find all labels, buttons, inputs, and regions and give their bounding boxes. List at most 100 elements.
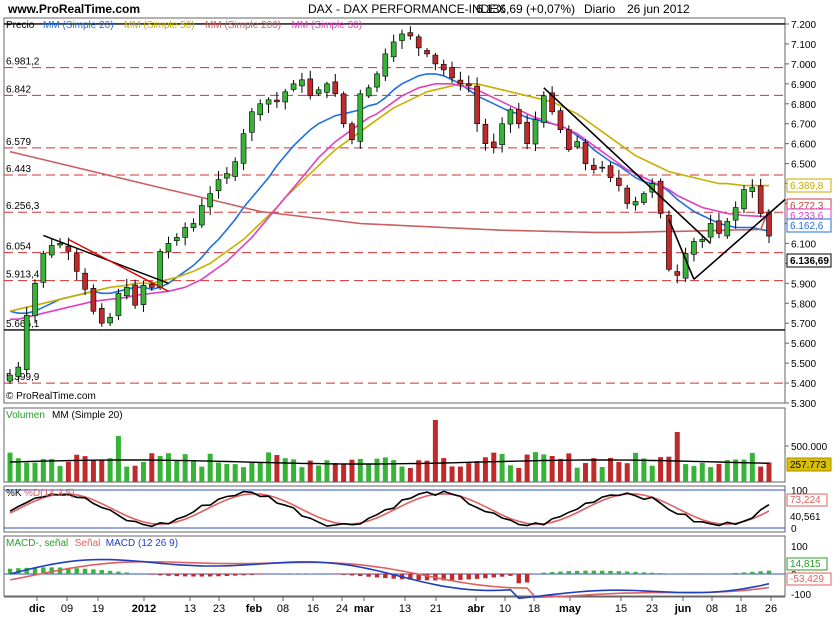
candle [98,303,105,327]
x-tick-label: 24 [336,603,348,615]
x-tick-label: 19 [92,603,104,615]
candle-body [349,123,355,140]
support-resistance-levels: 6.981,2 6.842 6.579 6.443 6.256,3 6.054 5.913,… [4,23,785,384]
macd-histogram-bar [149,574,154,575]
candle-body [699,239,706,242]
candle [691,237,697,262]
candle-body [299,79,305,87]
macd-line [9,558,770,600]
volume-bar [124,466,130,482]
volume-bar [257,462,263,482]
candle-body [65,245,72,252]
stoch-d-line [9,492,770,526]
volume-bar [541,454,547,482]
level-label: 6.981,2 [6,57,40,68]
candle [90,284,97,315]
volume-bar [282,458,288,482]
volume-bar [608,457,614,482]
candle [374,71,380,92]
macd-histogram-bar [758,571,763,574]
candle [232,157,238,181]
volume-bar [666,456,672,482]
level-label: 5.399,9 [6,372,40,383]
x-tick-label: abr [467,603,485,615]
macd-histogram-bar [82,568,88,574]
level-label: 6.054 [6,242,31,253]
price-tick-label: 6.100 [791,239,816,250]
candle [432,52,439,71]
candle-body [474,85,480,125]
legend-entry: MM (Simple 200) [205,20,281,31]
volume-bars [7,420,772,482]
volume-bar [407,467,413,482]
candle [724,218,731,239]
macd-histogram-bar [458,574,463,580]
x-tick-label: feb [246,603,263,615]
candle [749,179,756,198]
price-tick-label: 5.800 [791,299,816,310]
candle [282,88,289,110]
macd-axis-label: 100 [791,542,808,553]
candle-body [40,253,47,283]
candle-body [190,223,197,229]
price-tick-label: 6.900 [791,80,816,91]
macd-histogram-bar [341,574,346,575]
candle-body [432,54,439,65]
candle [674,264,681,284]
site-url[interactable]: www.ProRealTime.com [8,2,141,16]
ma-line [9,150,770,234]
macd-histogram-bar [483,574,488,579]
volume-ma-line [9,459,770,465]
volume-bar [532,452,538,482]
volume-bar [557,458,563,482]
volume-bar [699,462,705,482]
macd-histogram-bar [558,571,563,574]
volume-bar [658,457,664,482]
volume-bar [15,458,21,482]
candle-body [382,53,389,77]
volume-bar [724,460,730,482]
macd-histogram-bar [41,567,46,574]
macd-histogram-bar [741,572,747,574]
x-tick-label: 15 [615,603,627,615]
candle-body [666,214,672,270]
volume-value-box [786,457,832,472]
value-label-box [786,253,832,268]
macd-histogram-bar [658,573,663,574]
macd-histogram-bar [541,572,547,574]
macd-panel-frame [3,535,786,597]
volume-bar [65,461,71,482]
candle [490,133,497,154]
macd-histogram-bar [583,570,588,574]
level-label: 6.579 [6,137,31,148]
price-tick-label: 6.500 [791,160,816,171]
candle [365,84,372,98]
volume-bar [524,454,530,482]
candle-body [749,187,756,192]
candle-body [541,95,547,123]
candle [324,81,330,99]
candle-body [566,129,572,150]
stoch-d-value: 40,561 [790,512,821,523]
volume-bar [74,454,80,482]
candle [107,312,113,326]
macd-legend-entry: Señal [75,538,101,549]
candle-body [415,36,422,49]
watermark-text: © ProRealTime.com [6,391,96,402]
volume-bar [516,467,522,482]
candle-body [707,223,714,238]
candle-body [607,165,614,178]
candle [157,248,163,290]
price-tick-label: 6.700 [791,120,816,131]
macd-histogram-bar [533,573,538,574]
candle [190,218,197,232]
candle [616,169,622,192]
x-tick-label: jun [674,603,692,615]
stoch-axis-label: 100 [791,486,808,497]
candle [440,59,447,76]
candle [48,238,55,259]
candle-body [616,177,622,186]
candle-body [15,366,22,377]
